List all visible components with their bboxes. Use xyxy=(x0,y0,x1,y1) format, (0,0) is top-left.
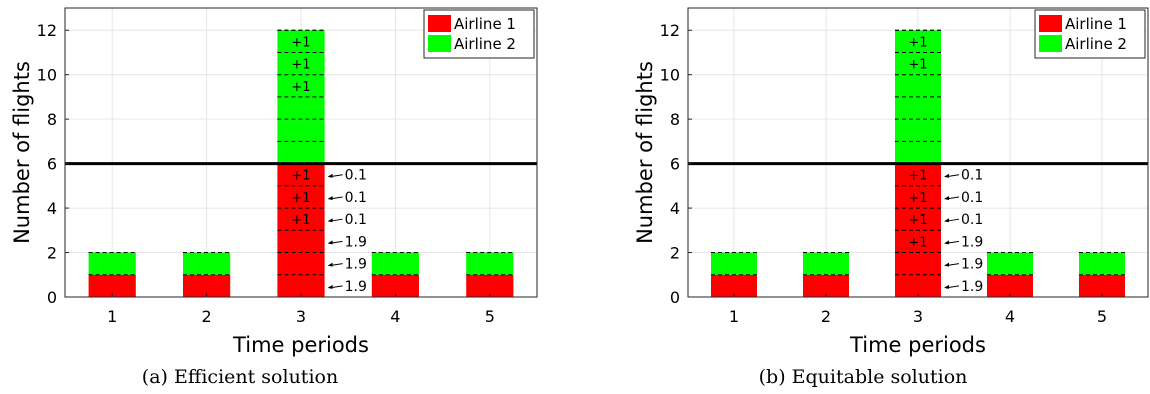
side-label: 0.1 xyxy=(961,212,983,228)
side-label: 0.1 xyxy=(345,190,367,206)
legend-swatch-2 xyxy=(428,35,451,52)
bar-airline-1-period-5 xyxy=(466,274,514,297)
side-label: 0.1 xyxy=(961,168,983,184)
y-tick-label: 8 xyxy=(670,110,680,129)
side-arrowhead xyxy=(944,173,949,178)
side-label: 1.9 xyxy=(961,257,983,273)
x-tick-label: 2 xyxy=(821,307,831,326)
plus-label: +1 xyxy=(291,58,310,73)
side-arrowhead xyxy=(944,262,949,267)
bar-airline-2-period-2 xyxy=(803,252,849,275)
side-label: 1.9 xyxy=(345,234,367,250)
side-label: 1.9 xyxy=(961,234,983,250)
plus-label: +1 xyxy=(908,35,927,50)
side-label: 1.9 xyxy=(961,279,983,295)
y-tick-label: 12 xyxy=(660,21,680,40)
side-label: 0.1 xyxy=(345,168,367,184)
bar-airline-1-period-4 xyxy=(371,274,419,297)
plus-label: +1 xyxy=(908,58,927,73)
bar-airline-2-period-2 xyxy=(183,252,231,275)
bar-airline-1-period-5 xyxy=(1079,274,1125,297)
legend-label-1: Airline 1 xyxy=(1065,15,1127,33)
y-tick-label: 6 xyxy=(670,155,680,174)
bar-airline-1-period-2 xyxy=(803,274,849,297)
x-tick-label: 5 xyxy=(1097,307,1107,326)
side-arrowhead xyxy=(327,262,333,267)
y-axis-label: Number of flights xyxy=(633,61,657,244)
side-arrowhead xyxy=(327,284,333,289)
caption-efficient: (a) Efficient solution xyxy=(141,366,339,388)
plus-label: +1 xyxy=(291,35,310,50)
side-arrowhead xyxy=(327,173,333,178)
y-tick-label: 2 xyxy=(47,244,57,263)
bar-airline-1-period-2 xyxy=(183,274,231,297)
y-tick-label: 0 xyxy=(47,288,57,307)
side-arrowhead xyxy=(944,240,949,245)
y-tick-label: 4 xyxy=(670,199,680,218)
x-tick-label: 3 xyxy=(913,307,923,326)
bar-airline-1-period-4 xyxy=(987,274,1033,297)
side-label: 0.1 xyxy=(961,190,983,206)
x-tick-label: 1 xyxy=(107,307,117,326)
side-arrowhead xyxy=(944,195,949,200)
y-tick-label: 12 xyxy=(37,21,57,40)
plus-label: +1 xyxy=(291,80,310,95)
y-tick-label: 10 xyxy=(660,66,680,85)
side-arrowhead xyxy=(327,195,333,200)
plus-label: +1 xyxy=(908,213,927,228)
legend-swatch-1 xyxy=(1039,15,1062,32)
side-label: 1.9 xyxy=(345,279,367,295)
plus-label: +1 xyxy=(908,169,927,184)
x-axis-label: Time periods xyxy=(849,333,986,357)
y-tick-label: 8 xyxy=(47,110,57,129)
x-axis-label: Time periods xyxy=(232,333,369,357)
y-tick-label: 2 xyxy=(670,244,680,263)
bar-airline-2-period-4 xyxy=(987,252,1033,275)
bar-airline-2-period-4 xyxy=(371,252,419,275)
side-arrowhead xyxy=(944,284,949,289)
side-label: 1.9 xyxy=(345,257,367,273)
bar-airline-2-period-5 xyxy=(466,252,514,275)
x-tick-label: 4 xyxy=(390,307,400,326)
y-tick-label: 0 xyxy=(670,288,680,307)
x-tick-label: 3 xyxy=(296,307,306,326)
y-tick-label: 6 xyxy=(47,155,57,174)
x-tick-label: 2 xyxy=(202,307,212,326)
legend-label-2: Airline 2 xyxy=(454,35,516,53)
plus-label: +1 xyxy=(291,191,310,206)
y-tick-label: 4 xyxy=(47,199,57,218)
plus-label: +1 xyxy=(908,191,927,206)
caption-equitable: (b) Equitable solution xyxy=(758,366,968,388)
plus-label: +1 xyxy=(291,213,310,228)
plus-label: +1 xyxy=(291,169,310,184)
bar-airline-2-period-1 xyxy=(88,252,136,275)
side-arrowhead xyxy=(944,218,949,223)
chart-equitable: +1+1+1+1+1+10.10.10.11.91.91.90246810121… xyxy=(633,7,1149,357)
side-label: 0.1 xyxy=(345,212,367,228)
side-arrowhead xyxy=(327,240,333,245)
legend-swatch-2 xyxy=(1039,35,1062,52)
y-tick-label: 10 xyxy=(37,66,57,85)
legend-swatch-1 xyxy=(428,15,451,32)
legend-label-1: Airline 1 xyxy=(454,15,516,33)
x-tick-label: 5 xyxy=(485,307,495,326)
bar-airline-1-period-1 xyxy=(88,274,136,297)
bar-airline-1-period-1 xyxy=(711,274,757,297)
side-arrowhead xyxy=(327,218,333,223)
x-tick-label: 1 xyxy=(729,307,739,326)
chart-efficient: +1+1+1+1+1+10.10.10.11.91.91.90246810121… xyxy=(10,7,538,357)
y-axis-label: Number of flights xyxy=(10,61,34,244)
bar-airline-2-period-1 xyxy=(711,252,757,275)
bar-airline-2-period-5 xyxy=(1079,252,1125,275)
plus-label: +1 xyxy=(908,235,927,250)
x-tick-label: 4 xyxy=(1005,307,1015,326)
legend-label-2: Airline 2 xyxy=(1065,35,1127,53)
